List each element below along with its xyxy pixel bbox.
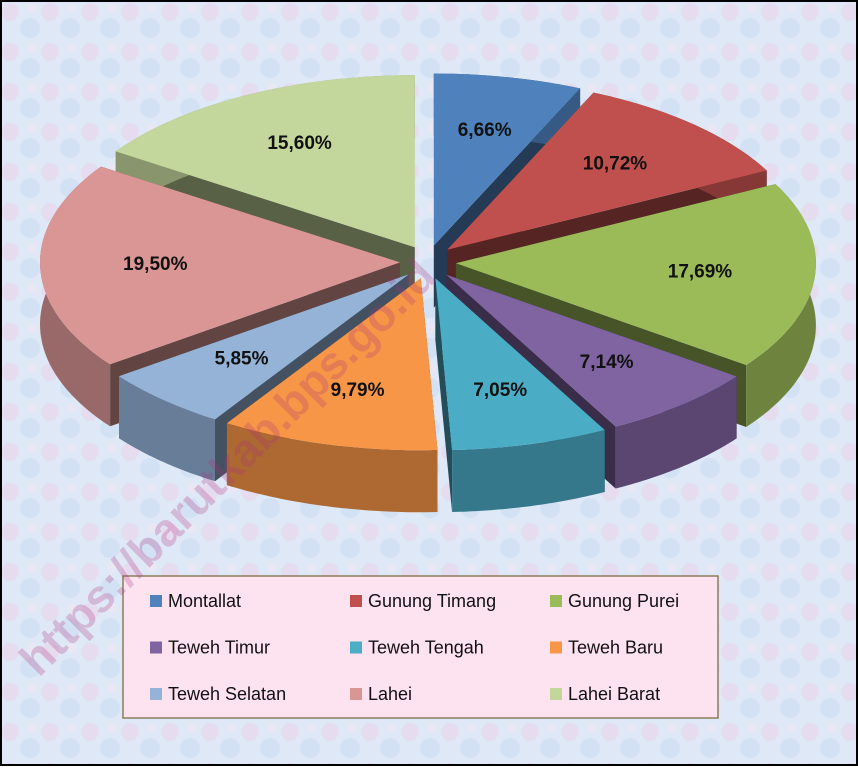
slice (40, 166, 400, 365)
legend-swatch (350, 641, 362, 654)
slice (455, 184, 816, 365)
slice-side (226, 423, 438, 513)
legend-label: Teweh Timur (168, 637, 270, 657)
legend-swatch (350, 595, 362, 607)
slice-side (119, 376, 215, 482)
legend-label: Gunung Purei (568, 591, 679, 611)
legend (122, 575, 719, 719)
data-label: 7,05% (473, 380, 527, 401)
data-label: 5,85% (215, 349, 269, 370)
legend-swatch (550, 641, 562, 654)
legend-swatch (150, 595, 162, 607)
legend-items: Montallat Gunung Timang Gunung Purei Teweh … (150, 591, 679, 704)
slice (447, 92, 767, 250)
legend-label: Montallat (168, 591, 241, 611)
legend-label: Teweh Baru (568, 637, 663, 657)
legend-label: Teweh Selatan (168, 684, 286, 704)
legend-label: Lahei (368, 684, 412, 704)
legend-swatch (550, 595, 562, 607)
legend-swatch (150, 641, 162, 654)
legend-swatch (150, 688, 162, 700)
data-label: 19,50% (123, 254, 188, 275)
pie: 6,66% 10,72% 17,69% 7,14% 7,05% 9,79% 5,85% 19,… (40, 73, 816, 513)
data-label: 15,60% (267, 133, 332, 154)
slice-side (615, 376, 737, 489)
slice-wall (435, 278, 453, 512)
legend-swatch (350, 688, 362, 700)
legend-label: Lahei Barat (568, 684, 660, 704)
data-label: 7,14% (580, 352, 634, 373)
slice (433, 73, 581, 246)
slice (115, 75, 415, 248)
slice (226, 278, 438, 451)
legend-label: Teweh Tengah (368, 637, 484, 657)
legend-label: Gunung Timang (368, 591, 496, 611)
data-label: 6,66% (458, 120, 512, 141)
data-label: 17,69% (668, 261, 733, 282)
slice (435, 278, 605, 450)
slice (119, 274, 409, 420)
slice (446, 274, 737, 427)
legend-swatch (550, 688, 562, 700)
slice-side (452, 430, 605, 512)
data-label: 10,72% (583, 154, 648, 175)
data-label: 9,79% (331, 380, 385, 401)
